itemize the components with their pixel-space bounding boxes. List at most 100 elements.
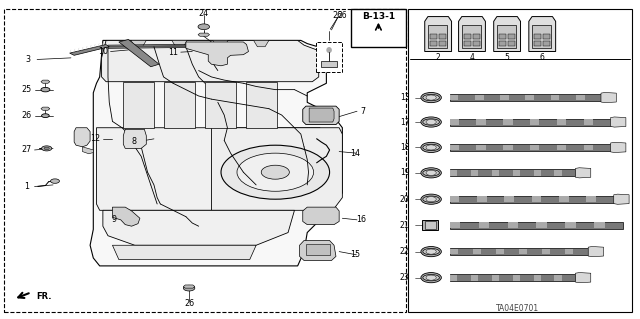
Bar	[508, 41, 515, 46]
Bar	[450, 95, 458, 100]
Circle shape	[421, 168, 442, 178]
Polygon shape	[113, 207, 140, 226]
Bar	[492, 275, 499, 280]
Ellipse shape	[423, 144, 440, 151]
Bar	[430, 41, 437, 46]
Bar	[462, 26, 481, 48]
Polygon shape	[611, 117, 626, 127]
Bar	[550, 95, 559, 100]
Bar	[479, 222, 489, 228]
Text: B-13-1: B-13-1	[362, 12, 395, 21]
Bar	[450, 248, 588, 255]
Text: 26: 26	[333, 11, 343, 20]
Text: 2: 2	[436, 53, 440, 62]
Polygon shape	[164, 82, 195, 128]
Bar	[425, 221, 436, 229]
Polygon shape	[198, 33, 209, 36]
Text: 8: 8	[131, 137, 136, 145]
Circle shape	[421, 93, 442, 103]
Bar	[499, 34, 506, 39]
Bar	[503, 145, 513, 150]
Bar	[470, 275, 478, 280]
Circle shape	[426, 197, 436, 202]
Polygon shape	[303, 207, 339, 225]
Text: FR.: FR.	[36, 292, 51, 300]
Ellipse shape	[423, 196, 440, 202]
Bar	[492, 170, 499, 176]
Circle shape	[421, 117, 442, 127]
Circle shape	[42, 146, 52, 151]
Circle shape	[426, 249, 436, 254]
Polygon shape	[212, 41, 228, 47]
Bar	[534, 41, 541, 46]
Text: 7: 7	[361, 107, 366, 116]
Bar	[534, 34, 541, 39]
Circle shape	[198, 24, 209, 30]
Bar	[450, 222, 460, 228]
Text: 6: 6	[540, 53, 545, 62]
Bar	[473, 249, 481, 255]
Circle shape	[221, 145, 330, 199]
Text: 11: 11	[168, 48, 178, 57]
Bar	[475, 95, 484, 100]
Text: 22: 22	[400, 247, 410, 256]
Bar	[584, 145, 593, 150]
Text: ⬤: ⬤	[326, 47, 332, 53]
Bar	[450, 170, 457, 176]
Circle shape	[426, 275, 436, 280]
Polygon shape	[425, 17, 452, 51]
Bar	[428, 26, 447, 48]
Circle shape	[44, 147, 49, 150]
Text: 3: 3	[26, 55, 31, 64]
Polygon shape	[614, 194, 629, 204]
Circle shape	[421, 272, 442, 283]
Bar	[422, 220, 438, 230]
Polygon shape	[183, 285, 195, 288]
Bar	[450, 274, 575, 281]
Polygon shape	[575, 272, 591, 283]
Text: 24: 24	[198, 9, 209, 18]
Bar	[470, 170, 478, 176]
Circle shape	[421, 194, 442, 204]
Circle shape	[183, 285, 195, 291]
Circle shape	[261, 165, 289, 179]
Bar	[499, 41, 506, 46]
Text: 26: 26	[21, 111, 31, 120]
Polygon shape	[309, 108, 334, 122]
Bar	[4, 9, 406, 312]
Bar	[554, 170, 562, 176]
Circle shape	[237, 153, 314, 191]
Text: 26: 26	[184, 299, 194, 308]
Text: 14: 14	[350, 149, 360, 158]
Bar	[504, 196, 514, 202]
Bar	[496, 249, 504, 255]
Text: 12: 12	[90, 134, 100, 143]
Polygon shape	[41, 107, 50, 110]
Bar	[450, 275, 457, 280]
Text: 5: 5	[505, 53, 509, 62]
Circle shape	[41, 87, 50, 92]
Text: 25: 25	[21, 85, 31, 94]
Text: 26: 26	[338, 11, 348, 20]
Polygon shape	[303, 106, 339, 124]
Bar	[450, 222, 623, 229]
Polygon shape	[246, 82, 276, 128]
Polygon shape	[575, 168, 591, 178]
Text: 9: 9	[112, 215, 117, 224]
Bar	[503, 119, 513, 125]
Bar	[525, 95, 534, 100]
Bar	[534, 170, 541, 176]
Polygon shape	[211, 128, 342, 210]
Bar	[508, 222, 518, 228]
Bar	[559, 196, 568, 202]
Bar	[306, 244, 330, 256]
Circle shape	[426, 170, 436, 175]
Bar	[532, 26, 551, 48]
Polygon shape	[493, 17, 520, 51]
Polygon shape	[124, 129, 147, 148]
Bar	[557, 145, 566, 150]
Bar	[513, 275, 520, 280]
Text: 20: 20	[400, 195, 410, 204]
Polygon shape	[74, 128, 90, 147]
Polygon shape	[611, 142, 626, 152]
